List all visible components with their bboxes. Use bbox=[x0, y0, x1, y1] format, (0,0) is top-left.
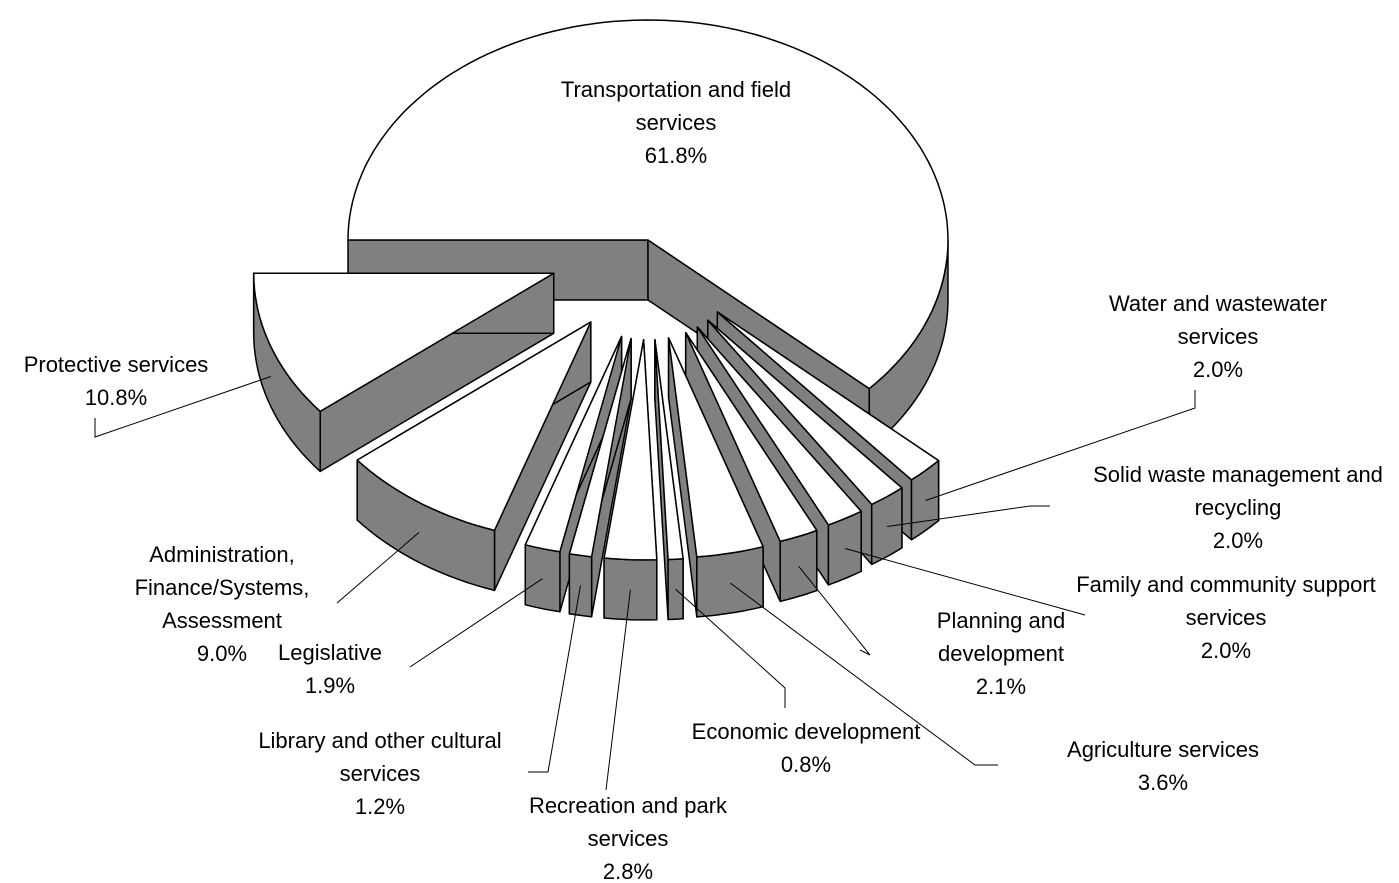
slice-label: Legislative 1.9% bbox=[230, 636, 430, 702]
slice-side bbox=[568, 553, 593, 618]
leader-line bbox=[730, 582, 998, 766]
leader-line bbox=[605, 589, 631, 791]
slice bbox=[568, 337, 632, 618]
slice-label: Water and wastewater services 2.0% bbox=[1078, 287, 1358, 386]
category-label: Water and wastewater services bbox=[1108, 291, 1328, 349]
value-label: 2.1% bbox=[975, 674, 1027, 699]
slice bbox=[667, 337, 764, 618]
slice-top bbox=[696, 326, 862, 526]
leader-line bbox=[675, 588, 786, 708]
slice-label: Administration, Finance/Systems, Assessm… bbox=[117, 538, 327, 670]
slice-side bbox=[603, 557, 658, 621]
slice-label: Transportation and field services 61.8% bbox=[526, 73, 826, 172]
slice bbox=[603, 339, 658, 621]
leader-line bbox=[336, 532, 420, 604]
slice-side bbox=[667, 558, 684, 621]
category-label: Recreation and park services bbox=[528, 793, 728, 851]
value-label: 1.2% bbox=[354, 794, 406, 819]
slice bbox=[252, 272, 555, 473]
slice-label: Economic development 0.8% bbox=[656, 715, 956, 781]
category-label: Legislative bbox=[278, 640, 382, 665]
slice-label: Solid waste management and recycling 2.0% bbox=[1088, 458, 1388, 557]
slice bbox=[356, 321, 592, 592]
slice-label: Recreation and park services 2.8% bbox=[498, 789, 758, 883]
slice-top bbox=[347, 19, 949, 390]
slice-top bbox=[568, 337, 632, 558]
leader-line bbox=[528, 585, 581, 773]
slice-side bbox=[779, 529, 818, 603]
slice-top bbox=[667, 337, 764, 558]
slice-side bbox=[696, 545, 764, 618]
value-label: 61.8% bbox=[644, 143, 708, 168]
slice-top bbox=[716, 311, 940, 481]
value-label: 9.0% bbox=[196, 641, 248, 666]
value-label: 0.8% bbox=[780, 752, 832, 777]
leader-line bbox=[94, 376, 271, 438]
category-label: Family and community support services bbox=[1076, 572, 1376, 630]
value-label: 3.6% bbox=[1137, 770, 1189, 795]
value-label: 2.0% bbox=[1212, 528, 1264, 553]
category-label: Protective services bbox=[23, 352, 209, 377]
slice-label: Library and other cultural services 1.2% bbox=[225, 724, 535, 823]
category-label: Economic development bbox=[691, 719, 921, 744]
leader-line bbox=[844, 547, 1086, 616]
slice bbox=[654, 339, 684, 621]
slice-label: Protective services 10.8% bbox=[0, 348, 246, 414]
slice-top bbox=[654, 339, 684, 561]
category-label: Solid waste management and recycling bbox=[1093, 462, 1383, 520]
leader-line bbox=[887, 505, 1050, 527]
leader-line bbox=[409, 578, 543, 668]
slice-label: Planning and development 2.1% bbox=[901, 604, 1101, 703]
slice-side bbox=[524, 544, 561, 613]
value-label: 2.8% bbox=[602, 859, 654, 883]
slice-top bbox=[252, 272, 555, 413]
leader-line bbox=[925, 390, 1196, 501]
slice-label: Agriculture services 3.6% bbox=[1033, 733, 1293, 799]
category-label: Agriculture services bbox=[1067, 737, 1259, 762]
value-label: 1.9% bbox=[304, 673, 356, 698]
leader-line bbox=[798, 566, 871, 656]
slice-top bbox=[603, 339, 658, 561]
slice-top bbox=[524, 335, 623, 553]
category-label: Transportation and field services bbox=[560, 77, 792, 135]
category-label: Planning and development bbox=[936, 608, 1066, 666]
value-label: 2.0% bbox=[1200, 638, 1252, 663]
slice-label: Family and community support services 2.0… bbox=[1076, 568, 1376, 667]
slice-top bbox=[707, 319, 903, 506]
value-label: 10.8% bbox=[84, 385, 148, 410]
value-label: 2.0% bbox=[1192, 357, 1244, 382]
category-label: Library and other cultural services bbox=[258, 728, 502, 786]
category-label: Administration, Finance/Systems, Assessm… bbox=[134, 542, 310, 633]
slice-top bbox=[356, 321, 592, 532]
slice-top bbox=[684, 331, 818, 543]
